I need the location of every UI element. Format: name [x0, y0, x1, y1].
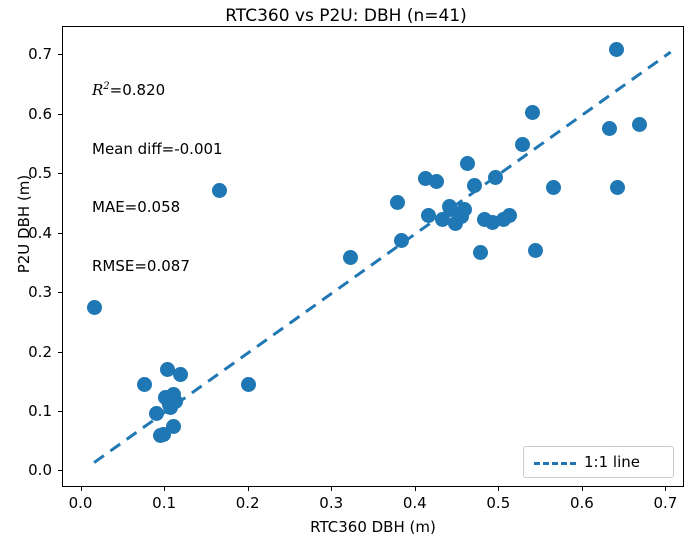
data-point — [86, 300, 102, 316]
data-point — [460, 155, 476, 171]
data-point — [610, 180, 626, 196]
data-point — [420, 208, 436, 224]
plot-area — [62, 26, 684, 487]
data-point — [608, 41, 624, 57]
r-squared-line: R2=0.820 — [92, 77, 223, 101]
y-axis-tick — [58, 113, 62, 115]
data-point — [525, 104, 541, 120]
data-point — [211, 183, 227, 199]
x-axis-tick-label: 0.1 — [152, 494, 177, 512]
data-point — [515, 136, 531, 152]
data-point — [473, 245, 489, 261]
data-point — [632, 117, 648, 133]
x-axis-tick — [164, 487, 166, 491]
data-point — [172, 367, 188, 382]
x-axis-tick — [80, 487, 82, 491]
x-axis-tick — [665, 487, 667, 491]
data-point — [136, 377, 152, 393]
x-axis-tick-label: 0.2 — [235, 494, 260, 512]
y-axis-tick — [58, 410, 62, 412]
data-point — [389, 195, 405, 211]
data-point — [165, 418, 181, 434]
x-axis-tick — [414, 487, 416, 491]
legend: 1:1 line — [523, 446, 674, 478]
x-axis-tick — [581, 487, 583, 491]
mean-diff-line: Mean diff=-0.001 — [92, 139, 223, 158]
mae-line: MAE=0.058 — [92, 198, 181, 216]
data-point — [456, 201, 472, 217]
data-point — [546, 180, 562, 196]
x-axis-tick — [498, 487, 500, 491]
y-axis-tick — [58, 232, 62, 234]
x-axis-tick-label: 0.3 — [319, 494, 344, 512]
y-axis-tick — [58, 470, 62, 472]
y-axis-tick — [58, 292, 62, 293]
y-axis-tick-label: 0.0 — [28, 461, 52, 480]
data-point — [241, 377, 257, 393]
x-axis-tick-label: 0.6 — [569, 494, 594, 512]
data-point — [167, 393, 183, 409]
x-axis-tick-label: 0.0 — [68, 494, 93, 512]
r-squared-value: =0.820 — [109, 81, 166, 99]
y-axis-tick — [58, 351, 62, 353]
x-axis-tick — [331, 487, 333, 491]
y-axis-tick-label: 0.3 — [28, 283, 52, 301]
y-axis-tick-label: 0.7 — [28, 45, 52, 64]
x-axis-tick-label: 0.7 — [653, 494, 678, 512]
r-squared-symbol: R2 — [92, 81, 110, 99]
x-axis-tick-label: 0.4 — [402, 494, 427, 512]
data-point — [466, 177, 482, 193]
data-point — [501, 208, 517, 224]
page-title: RTC360 vs P2U: DBH (n=41) — [225, 6, 467, 26]
rmse-line: RMSE=0.087 — [92, 256, 190, 275]
legend-label: 1:1 line — [584, 453, 640, 471]
x-axis-label: RTC360 DBH (m) — [310, 518, 436, 536]
y-axis-tick — [58, 173, 62, 175]
data-point — [487, 170, 503, 186]
data-point — [160, 361, 176, 377]
statistics-annotation: R2=0.820 Mean diff=-0.001 MAE=0.058 RMSE… — [92, 38, 223, 315]
y-axis-tick-label: 0.5 — [28, 164, 52, 183]
data-point — [527, 243, 543, 259]
one-to-one-reference-line — [93, 50, 672, 464]
legend-line-swatch — [534, 462, 576, 465]
data-point — [343, 250, 359, 266]
y-axis-tick — [58, 54, 62, 56]
x-axis-tick — [247, 487, 249, 491]
data-point — [394, 233, 410, 249]
y-axis-tick-label: 0.1 — [28, 401, 52, 420]
y-axis-tick-label: 0.4 — [28, 223, 52, 242]
data-point — [149, 405, 165, 421]
x-axis-tick-label: 0.5 — [486, 494, 511, 512]
data-point — [602, 121, 618, 137]
y-axis-tick-label: 0.2 — [28, 342, 52, 361]
data-point — [429, 174, 445, 190]
one-to-one-line — [93, 50, 672, 464]
y-axis-tick-label: 0.6 — [28, 104, 52, 123]
y-axis-label: P2U DBH (m) — [15, 174, 33, 274]
